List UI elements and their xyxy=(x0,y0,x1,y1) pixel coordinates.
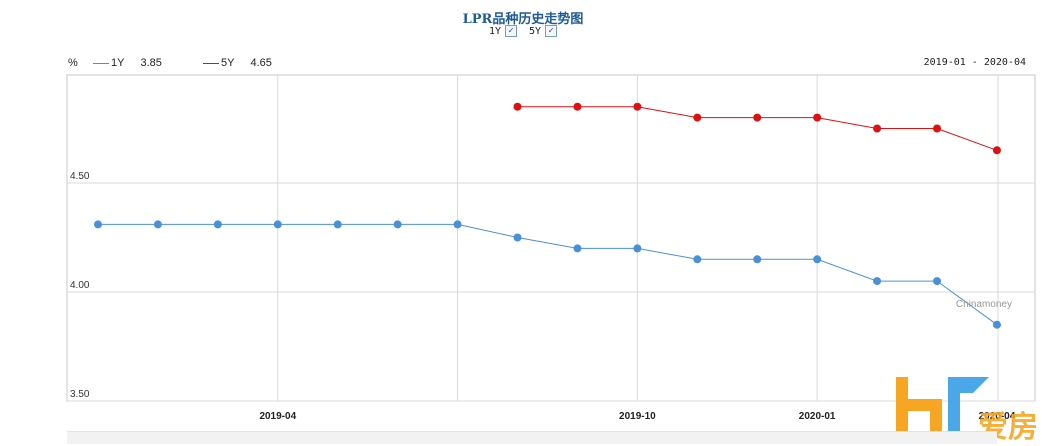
data-point-1y xyxy=(633,244,642,253)
x-tick-label: 2019-10 xyxy=(619,411,656,422)
chart-title: LPR品种历史走势图 xyxy=(462,12,584,27)
data-point-1y xyxy=(153,220,162,229)
data-point-5y xyxy=(633,102,642,111)
data-point-5y xyxy=(933,124,942,133)
legend-item-1y[interactable]: 1Y 3.85 xyxy=(93,57,162,69)
data-point-1y xyxy=(933,277,942,286)
y-tick-label: 3.50 xyxy=(70,389,90,400)
legend-value-1y: 3.85 xyxy=(140,57,162,69)
data-point-1y xyxy=(273,220,282,229)
data-point-1y xyxy=(873,277,882,286)
toggle-1y[interactable]: 1Y ✓ xyxy=(489,25,517,37)
data-point-5y xyxy=(753,113,762,122)
legend-value-5y: 4.65 xyxy=(250,57,272,69)
data-point-1y xyxy=(813,255,822,264)
data-point-5y xyxy=(693,113,702,122)
data-point-1y xyxy=(513,233,522,242)
toggle-5y-checkbox[interactable]: ✓ xyxy=(545,25,558,37)
data-point-5y xyxy=(573,102,582,111)
data-point-5y xyxy=(813,113,822,122)
data-point-1y xyxy=(393,220,402,229)
data-point-1y xyxy=(573,244,582,253)
x-tick-label: 2020-04 xyxy=(979,411,1016,422)
y-tick-label: 4.50 xyxy=(70,171,90,182)
data-point-1y xyxy=(753,255,762,264)
series-line-5y xyxy=(517,106,998,151)
series-toggles: 1Y ✓ 5Y ✓ xyxy=(0,25,1046,37)
data-point-1y xyxy=(94,220,102,229)
y-tick-label: 4.00 xyxy=(70,280,90,291)
toggle-1y-label: 1Y xyxy=(488,25,501,37)
brand-watermark xyxy=(893,375,1043,441)
legend-item-5y[interactable]: 5Y 4.65 xyxy=(203,57,272,69)
legend-name-1y: 1Y xyxy=(111,57,125,69)
bottom-scroll-strip xyxy=(67,431,997,444)
toggle-1y-checkbox[interactable]: ✓ xyxy=(504,25,517,37)
unit-label: % xyxy=(68,57,78,69)
x-tick-label: 2019-04 xyxy=(259,411,296,422)
data-point-5y xyxy=(992,146,1001,155)
data-point-5y xyxy=(873,124,882,133)
source-label: Chinamoney xyxy=(956,299,1012,310)
data-point-1y xyxy=(213,220,222,229)
data-point-1y xyxy=(693,255,702,264)
x-tick-label: 2020-01 xyxy=(799,411,836,422)
date-range: 2019-01 - 2020-04 xyxy=(923,57,1026,68)
data-point-1y xyxy=(992,320,1001,329)
legend-swatch-1y xyxy=(93,62,109,64)
toggle-5y[interactable]: 5Y ✓ xyxy=(529,25,558,37)
data-point-5y xyxy=(513,102,522,111)
data-point-1y xyxy=(333,220,342,229)
data-point-1y xyxy=(453,220,462,229)
brand-logo-icon xyxy=(896,377,989,437)
legend-swatch-5y xyxy=(203,62,219,64)
toggle-5y-label: 5Y xyxy=(529,25,542,37)
plot-area xyxy=(66,74,1036,402)
series-line-1y xyxy=(98,223,998,326)
legend-name-5y: 5Y xyxy=(221,57,235,69)
